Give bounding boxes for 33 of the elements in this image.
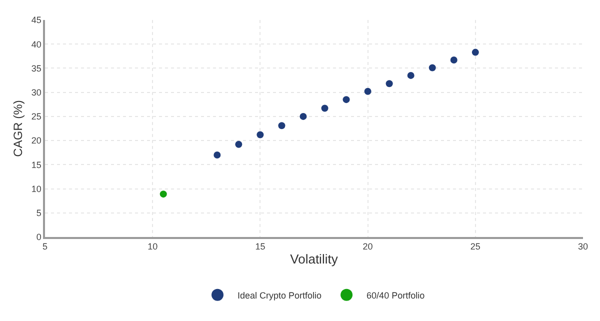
y-tick-label: 15	[31, 160, 42, 170]
legend-label: Ideal Crypto Portfolio	[238, 290, 322, 300]
y-tick-label: 10	[31, 184, 42, 194]
y-tick-label: 0	[36, 232, 42, 242]
y-axis-title: CAGR (%)	[11, 100, 26, 157]
point	[428, 64, 436, 72]
x-axis-title: Volatility	[290, 252, 338, 267]
legend-label: 60/40 Portfolio	[366, 290, 425, 300]
point	[160, 190, 167, 198]
point	[386, 80, 393, 88]
y-tick-label: 5	[36, 208, 42, 218]
x-tick-label: 20	[362, 242, 373, 252]
point	[300, 112, 307, 120]
point	[278, 122, 286, 130]
y-tick-label: 35	[31, 63, 42, 74]
y-tick-label: 25	[31, 112, 42, 122]
y-tick-label: 20	[31, 136, 42, 146]
point	[342, 96, 350, 104]
point	[364, 88, 372, 95]
point	[256, 131, 264, 138]
point	[214, 152, 221, 159]
x-tick-label: 25	[470, 242, 480, 252]
y-tick-label: 45	[31, 15, 42, 26]
y-tick-label: 30	[31, 87, 42, 98]
point	[450, 56, 458, 64]
y-tick-label: 40	[31, 39, 42, 50]
point	[407, 72, 414, 79]
point	[235, 140, 242, 148]
point	[321, 104, 328, 112]
point	[472, 48, 479, 56]
x-tick-label: 10	[148, 242, 158, 252]
x-tick-label: 15	[255, 242, 266, 252]
x-tick-label: 30	[578, 242, 588, 252]
